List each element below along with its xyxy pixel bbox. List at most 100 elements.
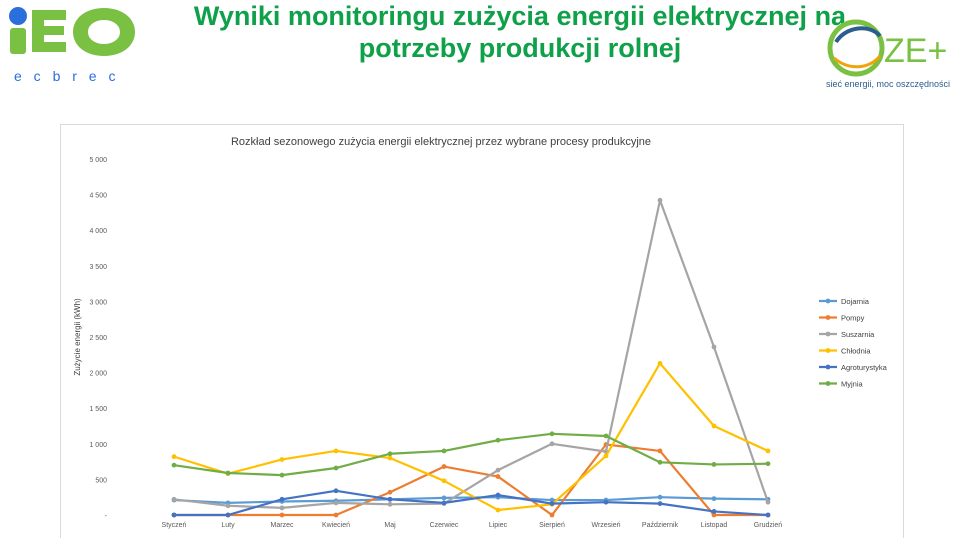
data-point <box>387 501 393 507</box>
legend-label: Chłodnia <box>841 347 871 356</box>
data-point <box>549 512 555 518</box>
data-point <box>603 453 609 459</box>
data-point <box>333 500 339 506</box>
data-point <box>225 512 231 518</box>
y-tick-label: 5 000 <box>89 157 107 164</box>
x-tick-label: Styczeń <box>162 522 187 529</box>
y-tick-label: 3 000 <box>89 299 107 306</box>
ieo-logo-graphic: e c b r e c <box>9 7 135 84</box>
x-tick-label: Maj <box>384 522 396 529</box>
data-point <box>549 501 555 507</box>
oze-logo-ring <box>827 19 885 77</box>
data-point <box>333 512 339 518</box>
data-point <box>171 496 177 502</box>
chart-area: Rozkład sezonowego zużycia energii elekt… <box>60 124 904 538</box>
data-point <box>495 474 501 479</box>
data-point <box>171 462 177 468</box>
legend-marker <box>825 331 831 337</box>
page-title-line2: potrzeby produkcji rolnej <box>358 33 682 63</box>
chart-title: Rozkład sezonowego zużycia energii elekt… <box>231 136 651 148</box>
series-line <box>173 199 770 509</box>
data-point <box>657 494 663 500</box>
data-point <box>657 360 663 366</box>
page-title: Wyniki monitoringu zużycia energii elekt… <box>160 0 880 64</box>
data-point <box>279 512 285 518</box>
data-point <box>603 433 609 439</box>
series-chłodnia <box>171 360 771 513</box>
y-tick-label: 1 000 <box>89 442 107 449</box>
legend-item: Pompy <box>819 314 865 323</box>
data-point <box>225 470 231 476</box>
legend-label: Suszarnia <box>841 330 875 339</box>
data-point <box>441 478 447 484</box>
page-title-line1: Wyniki monitoringu zużycia energii elekt… <box>193 1 847 31</box>
y-tick-label: 4 000 <box>89 228 107 235</box>
series-line <box>173 362 769 512</box>
y-tick-label: 1 500 <box>89 406 107 413</box>
series-lines <box>171 197 771 518</box>
data-point <box>441 495 447 501</box>
data-point <box>333 488 339 494</box>
legend: Dojarnia Pompy Suszarnia Chłodnia Agroturyst… <box>819 297 888 389</box>
data-point <box>387 455 393 461</box>
data-point <box>495 467 501 473</box>
series-agroturystyka <box>171 488 771 518</box>
y-tick-label: 500 <box>95 477 107 484</box>
data-point <box>657 448 663 454</box>
data-point <box>711 496 717 502</box>
data-point <box>441 464 447 469</box>
ieo-logo-subtext: e c b r e c <box>14 68 119 84</box>
x-tick-label: Sierpień <box>539 522 565 529</box>
ieo-logo-o <box>73 8 135 56</box>
ieo-logo-dot <box>9 7 27 25</box>
x-tick-label: Grudzień <box>754 522 783 529</box>
data-point <box>765 512 771 518</box>
legend-item: Myjnia <box>819 380 864 389</box>
data-point <box>279 472 285 478</box>
data-point <box>279 496 285 502</box>
legend-label: Dojarnia <box>841 297 870 306</box>
data-point <box>171 512 177 518</box>
data-point <box>765 461 771 467</box>
data-point <box>495 507 501 513</box>
oze-logo-arc <box>833 54 882 69</box>
y-tick-label: 3 500 <box>89 264 107 271</box>
data-point <box>549 497 555 503</box>
x-tick-label: Marzec <box>271 522 294 529</box>
oze-logo-tagline: sieć energii, moc oszczędności <box>826 79 951 89</box>
data-point <box>171 454 177 460</box>
y-tick-label: - <box>105 513 108 520</box>
data-point <box>765 448 771 454</box>
x-tick-label: Październik <box>642 522 679 529</box>
legend-label: Myjnia <box>841 380 864 389</box>
ieo-logo-i-stem <box>10 28 26 54</box>
legend-marker <box>825 348 831 353</box>
data-point <box>279 457 285 462</box>
data-point <box>333 465 339 471</box>
ieo-logo: e c b r e c <box>4 4 139 84</box>
data-point <box>387 451 393 457</box>
x-tick-label: Lipiec <box>489 522 508 529</box>
data-point <box>495 492 501 498</box>
data-point <box>495 437 501 443</box>
legend-item: Dojarnia <box>819 297 870 306</box>
oze-logo: ZE+ <box>826 18 956 93</box>
y-tick-label: 4 500 <box>89 193 107 200</box>
line-chart: Rozkład sezonowego zużycia energii elekt… <box>73 136 888 529</box>
data-point <box>441 448 447 454</box>
x-axis-ticks: Styczeń Luty Marzec Kwiecień Maj Czerwiec Lipi… <box>162 522 783 529</box>
data-point <box>387 489 393 495</box>
data-point <box>711 512 717 518</box>
y-axis-ticks: - 500 1 000 1 500 2 000 2 500 3 000 3 500 4 000 4… <box>89 157 107 520</box>
x-tick-label: Wrzesień <box>591 522 620 529</box>
x-tick-label: Kwiecień <box>322 522 350 529</box>
data-point <box>657 501 663 507</box>
series-line <box>173 432 769 477</box>
data-point <box>333 448 339 454</box>
y-axis-label: Zużycie energii (kWh) <box>73 298 82 376</box>
data-point <box>765 499 771 505</box>
oze-logo-swoosh <box>834 26 882 44</box>
legend-item: Chłodnia <box>819 347 871 356</box>
legend-marker <box>825 298 831 304</box>
y-tick-label: 2 500 <box>89 335 107 342</box>
